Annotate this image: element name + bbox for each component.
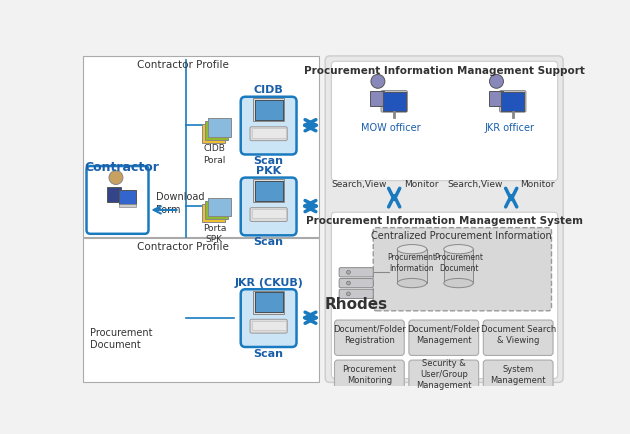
- FancyBboxPatch shape: [241, 97, 297, 155]
- Text: MOW officer: MOW officer: [361, 123, 421, 133]
- Circle shape: [109, 171, 123, 184]
- Text: Monitor: Monitor: [520, 180, 555, 189]
- Text: Scan: Scan: [254, 349, 284, 358]
- Bar: [119, 204, 136, 207]
- Text: Scan: Scan: [254, 237, 284, 247]
- Bar: [255, 100, 283, 120]
- Bar: [253, 179, 284, 202]
- Ellipse shape: [398, 279, 427, 288]
- Bar: [255, 100, 283, 120]
- Bar: [202, 125, 226, 143]
- Text: CIDB: CIDB: [254, 85, 284, 95]
- Text: Contractor Profile: Contractor Profile: [137, 60, 229, 70]
- Circle shape: [346, 270, 350, 274]
- Bar: [251, 321, 285, 330]
- Text: Contractor: Contractor: [84, 161, 159, 174]
- Bar: [253, 98, 284, 122]
- Ellipse shape: [398, 245, 427, 254]
- Text: Monitor: Monitor: [404, 180, 438, 189]
- FancyBboxPatch shape: [381, 91, 408, 112]
- FancyBboxPatch shape: [500, 91, 526, 112]
- Bar: [444, 249, 473, 283]
- Bar: [208, 197, 231, 216]
- Bar: [255, 181, 283, 201]
- FancyBboxPatch shape: [339, 268, 373, 277]
- FancyBboxPatch shape: [250, 319, 287, 333]
- Bar: [251, 209, 285, 218]
- Text: Procurement
Document: Procurement Document: [434, 253, 483, 273]
- Bar: [501, 92, 524, 111]
- Ellipse shape: [444, 245, 473, 254]
- Bar: [398, 249, 427, 283]
- Text: Centralized Procurement Information: Centralized Procurement Information: [371, 231, 552, 241]
- Text: Procurement
Document: Procurement Document: [90, 328, 153, 350]
- Text: JKR officer: JKR officer: [484, 123, 535, 133]
- Text: Download
Form: Download Form: [156, 192, 205, 215]
- Bar: [119, 190, 136, 204]
- Circle shape: [346, 292, 350, 296]
- Text: Procurement
Information: Procurement Information: [387, 253, 437, 273]
- Bar: [382, 92, 406, 111]
- Bar: [251, 128, 285, 138]
- Bar: [255, 293, 283, 312]
- Bar: [83, 56, 319, 237]
- Ellipse shape: [444, 279, 473, 288]
- Bar: [501, 92, 524, 111]
- Bar: [253, 291, 284, 314]
- Bar: [255, 181, 283, 201]
- Text: Document/Folder
Management: Document/Folder Management: [408, 325, 480, 345]
- Text: Search,View: Search,View: [447, 180, 503, 189]
- FancyBboxPatch shape: [339, 279, 373, 288]
- Text: PKK: PKK: [256, 166, 281, 176]
- Text: Porta
SPK: Porta SPK: [203, 224, 226, 244]
- Text: Document/Folder
Registration: Document/Folder Registration: [333, 325, 406, 345]
- Bar: [208, 118, 231, 137]
- FancyBboxPatch shape: [250, 207, 287, 221]
- Circle shape: [346, 281, 350, 285]
- Text: Security &
User/Group
Management: Security & User/Group Management: [416, 359, 471, 390]
- FancyBboxPatch shape: [409, 320, 479, 355]
- Text: Rhodes: Rhodes: [324, 297, 387, 312]
- Bar: [83, 238, 319, 382]
- Text: Procurement Information Management System: Procurement Information Management Syste…: [306, 216, 583, 226]
- Bar: [205, 122, 228, 140]
- Text: Procurement
Monitoring: Procurement Monitoring: [342, 365, 396, 385]
- FancyBboxPatch shape: [409, 360, 479, 395]
- Circle shape: [490, 74, 503, 88]
- Bar: [489, 91, 503, 106]
- FancyBboxPatch shape: [86, 166, 149, 234]
- Text: Search,View: Search,View: [331, 180, 386, 189]
- Text: Scan: Scan: [254, 156, 284, 166]
- FancyBboxPatch shape: [483, 360, 553, 395]
- FancyBboxPatch shape: [373, 228, 551, 311]
- FancyBboxPatch shape: [331, 212, 558, 378]
- FancyBboxPatch shape: [241, 178, 297, 235]
- Text: Contractor Profile: Contractor Profile: [137, 242, 229, 252]
- Text: Document Search
& Viewing: Document Search & Viewing: [481, 325, 556, 345]
- Text: Procurement Information Management Support: Procurement Information Management Suppo…: [304, 66, 585, 76]
- Text: System
Management: System Management: [490, 365, 546, 385]
- FancyBboxPatch shape: [335, 320, 404, 355]
- FancyBboxPatch shape: [335, 360, 404, 395]
- Text: CIDB
Poral: CIDB Poral: [203, 145, 226, 164]
- Bar: [205, 201, 228, 219]
- Bar: [370, 91, 384, 106]
- FancyBboxPatch shape: [241, 289, 297, 347]
- Circle shape: [371, 74, 385, 88]
- Text: JKR (CKUB): JKR (CKUB): [234, 278, 303, 288]
- Bar: [255, 293, 283, 312]
- FancyBboxPatch shape: [331, 61, 558, 181]
- Bar: [202, 204, 226, 222]
- Bar: [382, 92, 406, 111]
- FancyBboxPatch shape: [339, 289, 373, 299]
- FancyBboxPatch shape: [250, 127, 287, 141]
- FancyBboxPatch shape: [325, 56, 563, 382]
- Bar: [106, 187, 120, 202]
- FancyBboxPatch shape: [483, 320, 553, 355]
